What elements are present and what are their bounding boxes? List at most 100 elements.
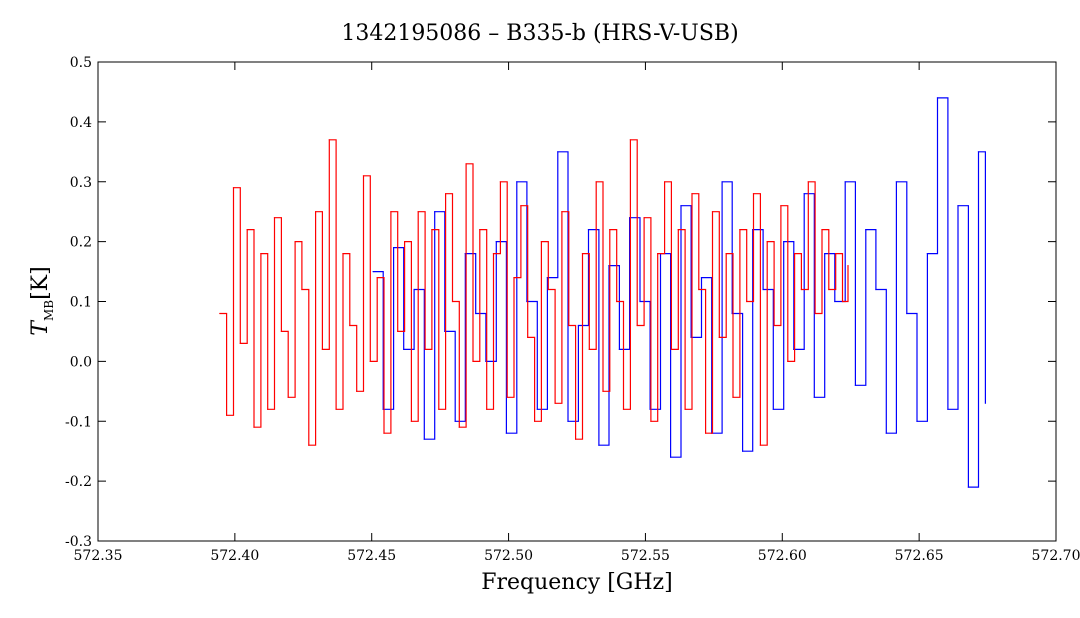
data-point: [721, 181, 723, 183]
data-point: [581, 253, 584, 255]
data-point: [847, 265, 849, 267]
data-point: [434, 211, 436, 213]
data-point: [680, 205, 682, 207]
data-point: [773, 324, 775, 327]
data-point: [438, 408, 440, 410]
y-tick-label: 0.1: [70, 295, 92, 311]
data-point: [540, 241, 543, 243]
data-point: [636, 324, 638, 327]
data-point: [643, 217, 645, 219]
data-point: [342, 253, 344, 255]
data-point: [844, 181, 846, 183]
data-point: [916, 420, 918, 422]
data-point: [505, 432, 507, 434]
y-tick-label: 0.4: [70, 115, 92, 131]
data-point: [577, 324, 580, 327]
data-point: [492, 253, 495, 255]
data-point: [383, 432, 385, 434]
data-point: [602, 390, 604, 392]
data-point: [413, 288, 415, 291]
data-point: [260, 253, 262, 255]
data-point: [783, 241, 785, 243]
data-point: [294, 241, 296, 243]
data-point: [390, 211, 392, 213]
data-point: [803, 193, 805, 195]
data-point: [226, 414, 228, 416]
data-point: [742, 450, 744, 452]
x-tick-label: 572.60: [758, 548, 807, 564]
x-axis-label: Frequency [GHz]: [481, 570, 673, 595]
data-point: [451, 300, 454, 303]
data-point: [273, 217, 276, 219]
data-point: [800, 288, 803, 291]
data-point: [454, 420, 456, 422]
data-point: [513, 277, 515, 279]
x-tick-label: 572.40: [210, 548, 259, 564]
x-tick-label: 572.45: [347, 548, 396, 564]
data-point: [875, 288, 877, 291]
data-point: [547, 288, 549, 291]
y-tick-label: -0.3: [65, 534, 92, 550]
data-point: [369, 360, 371, 362]
data-point: [587, 229, 590, 231]
y-axis-label-sub: MB: [42, 300, 56, 321]
data-point: [835, 253, 837, 255]
data-point: [967, 486, 970, 488]
data-point: [267, 408, 269, 410]
data-point: [280, 330, 282, 332]
data-point: [947, 408, 949, 410]
data-point: [759, 444, 762, 446]
data-point: [807, 181, 809, 183]
data-point: [684, 408, 686, 410]
x-tick-label: 572.35: [74, 548, 123, 564]
data-point: [691, 193, 693, 195]
data-point: [739, 229, 741, 231]
data-point: [595, 181, 597, 183]
data-point: [495, 241, 497, 243]
data-point: [561, 211, 563, 213]
data-point: [677, 229, 679, 231]
data-point: [598, 444, 600, 446]
data-point: [417, 211, 419, 213]
data-point: [486, 408, 488, 410]
data-point: [977, 151, 980, 153]
data-point: [431, 229, 433, 231]
data-point: [821, 229, 823, 231]
data-point: [458, 426, 460, 428]
data-point: [926, 253, 929, 255]
y-tick-label: -0.1: [65, 414, 92, 430]
y-tick-label: 0.3: [70, 175, 92, 191]
data-point: [618, 348, 621, 350]
y-axis-label-unit: [K]: [28, 266, 53, 300]
data-point: [349, 324, 351, 327]
data-point: [372, 271, 374, 273]
data-point: [527, 336, 529, 338]
data-point: [219, 312, 221, 315]
data-point: [376, 277, 378, 279]
data-point: [780, 205, 782, 207]
data-point: [824, 253, 826, 255]
data-point: [670, 348, 673, 350]
data-point: [554, 402, 556, 404]
data-point: [725, 253, 727, 255]
x-tick-label: 572.55: [621, 548, 670, 564]
data-point: [609, 229, 611, 231]
data-point: [650, 420, 652, 422]
data-point: [479, 229, 481, 231]
data-point: [854, 384, 857, 386]
data-point: [445, 193, 447, 195]
data-point: [718, 336, 720, 338]
data-point: [639, 300, 641, 303]
data-point: [475, 312, 477, 315]
data-point: [232, 187, 235, 189]
data-point: [664, 181, 666, 183]
data-point: [403, 348, 405, 350]
x-axis: 572.35 572.40 572.45 572.50 572.55 572.60 572.…: [74, 62, 1080, 564]
data-point: [568, 324, 570, 327]
data-point: [814, 312, 816, 315]
data-point: [393, 247, 395, 249]
data-point: [762, 288, 764, 291]
y-tick-label: 0.5: [70, 55, 92, 71]
data-point: [865, 229, 867, 231]
